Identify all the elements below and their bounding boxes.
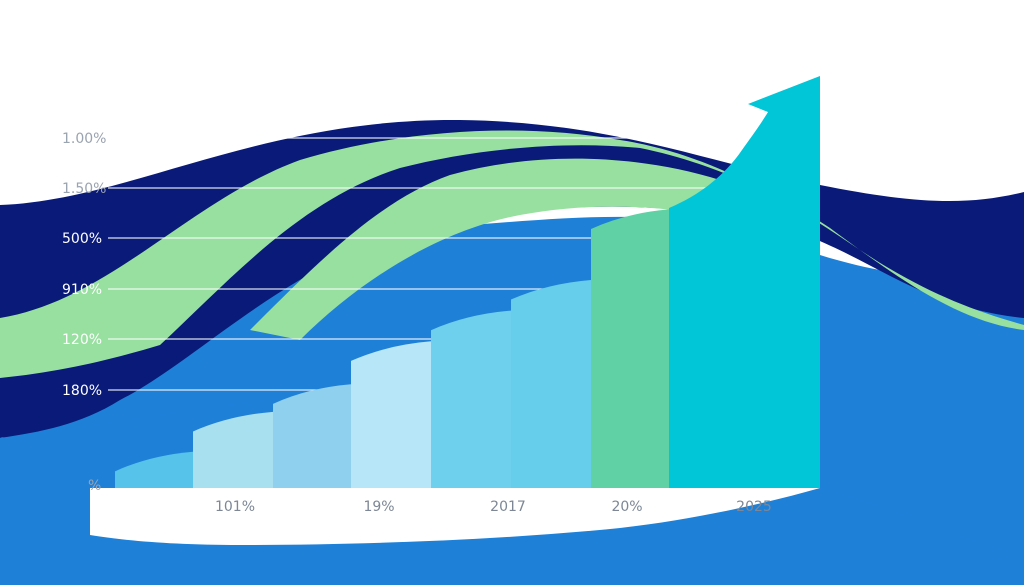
- bars: [115, 209, 669, 488]
- y-tick-label: %: [88, 478, 101, 494]
- x-axis-tick-labels: 101% 19% 2017 20% 2025: [215, 499, 772, 515]
- y-tick-label: 1.00%: [62, 131, 106, 147]
- y-tick-label: 180%: [62, 383, 102, 399]
- bar: [431, 310, 511, 488]
- green-band-inner: [250, 158, 760, 340]
- x-tick-label: 2017: [490, 499, 526, 515]
- bar: [273, 384, 351, 488]
- bar: [193, 411, 273, 488]
- y-tick-label: 500%: [62, 231, 102, 247]
- y-tick-label: 120%: [62, 332, 102, 348]
- lower-white-band: [90, 488, 820, 545]
- y-tick-label: 910%: [62, 282, 102, 298]
- bar: [591, 209, 669, 488]
- bar: [511, 279, 591, 488]
- x-tick-label: 101%: [215, 499, 255, 515]
- green-band: [0, 130, 1024, 378]
- trend-arrow: [669, 76, 820, 488]
- y-axis-tick-labels: 1.00% 1.50% 500% 910% 120% 180%%: [62, 131, 106, 494]
- bar: [669, 76, 820, 488]
- bar: [351, 341, 431, 488]
- y-tick-label: 1.50%: [62, 181, 106, 197]
- x-tick-label: 19%: [363, 499, 394, 515]
- x-tick-label: 20%: [611, 499, 642, 515]
- x-tick-label: 2025: [736, 499, 772, 515]
- bar: [115, 451, 193, 488]
